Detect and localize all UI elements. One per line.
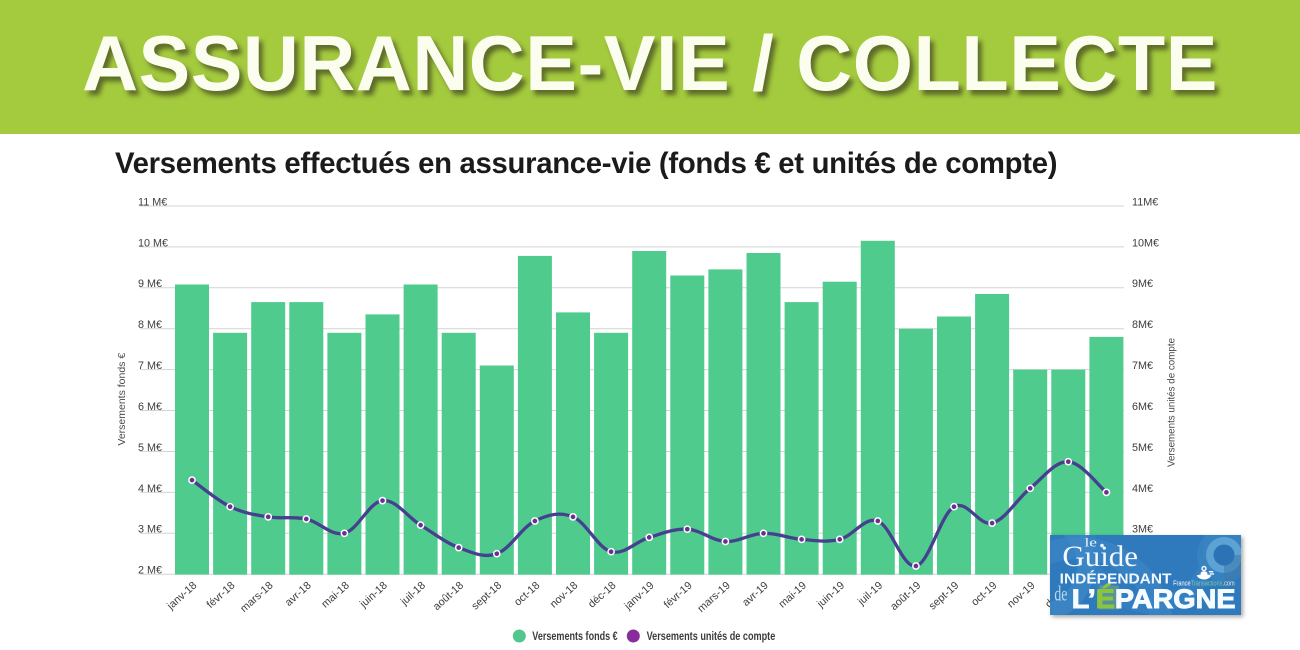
svg-text:août-19: août-19: [888, 580, 923, 613]
svg-text:avr-19: avr-19: [740, 580, 771, 609]
svg-text:6 M€: 6 M€: [138, 401, 162, 413]
svg-text:avr-18: avr-18: [283, 580, 314, 609]
svg-text:4M€: 4M€: [1132, 483, 1153, 495]
svg-text:janv-18: janv-18: [164, 580, 199, 613]
svg-text:Versements fonds €: Versements fonds €: [532, 629, 618, 643]
svg-text:juil-19: juil-19: [855, 580, 885, 609]
svg-text:Versements fonds €: Versements fonds €: [116, 353, 128, 446]
svg-text:3 M€: 3 M€: [138, 524, 162, 536]
svg-text:4 M€: 4 M€: [138, 483, 162, 495]
svg-text:FranceTransactions.com: FranceTransactions.com: [1173, 578, 1235, 587]
svg-text:6M€: 6M€: [1132, 401, 1153, 413]
svg-text:7M€: 7M€: [1132, 360, 1153, 372]
svg-text:oct-18: oct-18: [512, 580, 542, 609]
svg-text:10M€: 10M€: [1132, 237, 1159, 249]
svg-text:10 M€: 10 M€: [138, 237, 168, 249]
svg-text:Versements unités de compte: Versements unités de compte: [1167, 337, 1178, 467]
svg-text:8M€: 8M€: [1132, 319, 1153, 331]
svg-text:févr-18: févr-18: [205, 580, 238, 611]
svg-text:janv-19: janv-19: [622, 580, 657, 613]
svg-text:oct-19: oct-19: [969, 580, 999, 609]
svg-text:sept-19: sept-19: [927, 580, 962, 613]
svg-text:5 M€: 5 M€: [138, 442, 162, 454]
svg-text:juin-19: juin-19: [814, 580, 847, 611]
svg-text:Guide: Guide: [1062, 540, 1138, 573]
svg-text:11M€: 11M€: [1132, 196, 1158, 208]
svg-text:7 M€: 7 M€: [138, 360, 162, 372]
svg-text:L’ÉPARGNE: L’ÉPARGNE: [1072, 584, 1236, 614]
svg-text:5M€: 5M€: [1132, 442, 1153, 454]
svg-text:le: le: [1085, 535, 1098, 550]
svg-text:3M€: 3M€: [1132, 524, 1153, 536]
svg-text:9M€: 9M€: [1132, 278, 1153, 290]
svg-text:sept-18: sept-18: [469, 580, 504, 613]
svg-text:nov-18: nov-18: [548, 580, 581, 611]
svg-text:8 M€: 8 M€: [138, 319, 162, 331]
svg-text:févr-19: févr-19: [662, 580, 695, 611]
svg-text:Versements unités de compte: Versements unités de compte: [647, 629, 776, 643]
svg-text:déc-18: déc-18: [586, 580, 619, 611]
svg-text:9 M€: 9 M€: [138, 278, 162, 290]
svg-text:juin-18: juin-18: [357, 580, 390, 611]
svg-text:mars-19: mars-19: [695, 580, 732, 615]
svg-text:mai-19: mai-19: [776, 580, 809, 611]
svg-text:nov-19: nov-19: [1005, 580, 1038, 611]
svg-text:juil-18: juil-18: [398, 580, 428, 609]
svg-text:août-18: août-18: [431, 580, 466, 613]
svg-text:de: de: [1054, 581, 1067, 605]
svg-text:11 M€: 11 M€: [138, 196, 167, 208]
svg-text:mars-18: mars-18: [238, 580, 275, 615]
svg-text:INDÉPENDANT: INDÉPENDANT: [1060, 571, 1172, 588]
svg-text:2 M€: 2 M€: [138, 565, 162, 577]
svg-text:mai-18: mai-18: [319, 580, 352, 611]
